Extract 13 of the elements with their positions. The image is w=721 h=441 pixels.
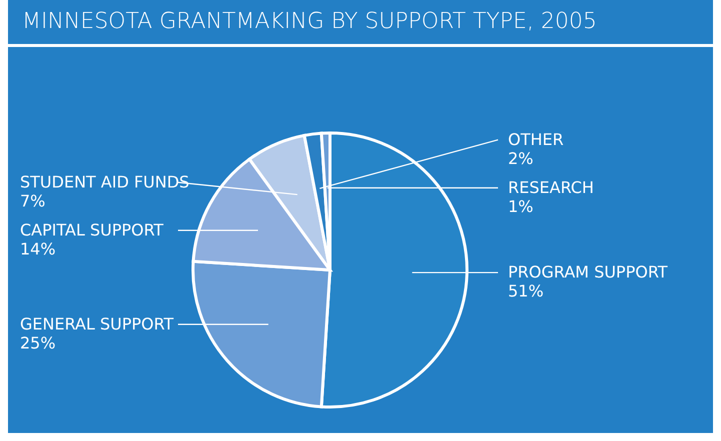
slice-label: STUDENT AID FUNDS bbox=[20, 172, 190, 192]
slice-label: PROGRAM SUPPORT bbox=[508, 262, 668, 282]
data-label: 7% bbox=[20, 191, 46, 210]
data-label: 2% bbox=[508, 148, 534, 168]
chart-title: MINNESOTA GRANTMAKING BY SUPPORT TYPE, 2005 bbox=[8, 0, 713, 44]
data-label: 25% bbox=[20, 333, 56, 352]
slice-label: OTHER bbox=[508, 130, 564, 149]
slice-label: CAPITAL SUPPORT bbox=[20, 220, 164, 240]
slice-label: RESEARCH bbox=[508, 178, 594, 197]
data-label: 51% bbox=[508, 282, 544, 301]
slice-label: GENERAL SUPPORT bbox=[20, 314, 174, 334]
data-label: 1% bbox=[508, 196, 534, 216]
data-label: 14% bbox=[20, 239, 56, 258]
